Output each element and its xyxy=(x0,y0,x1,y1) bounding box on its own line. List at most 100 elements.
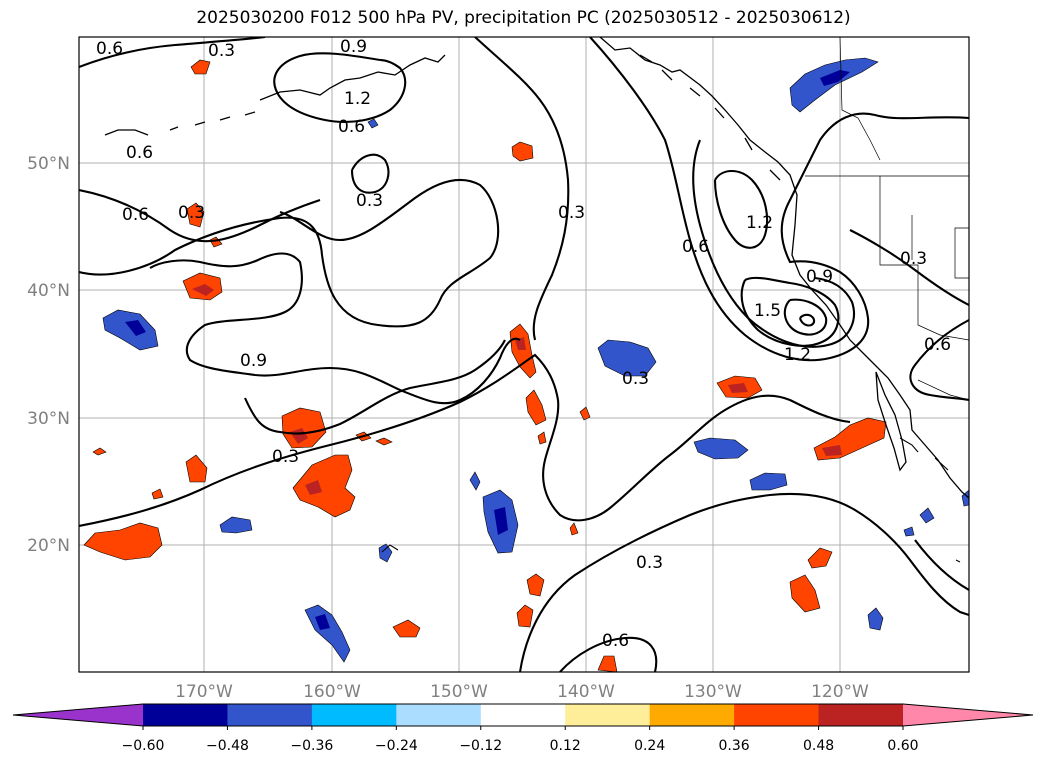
precip-area xyxy=(820,70,850,86)
precip-area xyxy=(511,141,534,162)
colorbar-segment xyxy=(818,704,904,726)
colorbar-extend-high xyxy=(903,704,1033,726)
precip-area xyxy=(185,454,208,483)
coastlines xyxy=(104,37,969,499)
precip-area xyxy=(305,480,322,495)
lon-label: 130°W xyxy=(684,682,742,702)
coastline-baja xyxy=(875,371,907,472)
contour-label: 0.9 xyxy=(240,351,267,371)
contour-label: 0.3 xyxy=(272,447,299,467)
lat-label: 20°N xyxy=(27,536,70,556)
pv-contour xyxy=(798,313,816,327)
pv-contour xyxy=(713,169,769,249)
precip-area xyxy=(749,472,788,491)
contour-label: 0.3 xyxy=(900,249,927,269)
lat-label: 40°N xyxy=(27,281,70,301)
pv-contour xyxy=(914,539,969,591)
contour-label: 1.2 xyxy=(344,89,371,109)
contour-label: 0.9 xyxy=(806,267,833,287)
precip-area xyxy=(190,59,211,75)
precip-area xyxy=(919,507,935,524)
coastline-islands xyxy=(639,54,781,181)
pv-contour xyxy=(273,52,407,123)
precip-area xyxy=(375,437,393,446)
colorbar-segment xyxy=(734,704,820,726)
precip-area xyxy=(281,407,327,449)
precip-area xyxy=(515,337,526,350)
contour-label: 0.6 xyxy=(122,205,149,225)
gridlines xyxy=(79,37,969,672)
contour-label: 0.6 xyxy=(602,631,629,651)
contour-label: 0.3 xyxy=(356,191,383,211)
colorbar-segment xyxy=(227,704,313,726)
precip-area xyxy=(789,57,879,113)
pv-contour xyxy=(783,298,828,336)
precip-area xyxy=(903,526,915,537)
precip-area xyxy=(569,522,579,536)
contour-label: 0.3 xyxy=(622,369,649,389)
colorbar-tick-label: 0.36 xyxy=(719,738,750,754)
precip-area xyxy=(597,339,657,377)
colorbar-segment xyxy=(311,704,397,726)
pv-contour xyxy=(350,153,390,194)
precip-area xyxy=(597,655,618,672)
precip-area xyxy=(378,543,393,563)
contour-label: 0.6 xyxy=(338,117,365,137)
precip-area xyxy=(509,323,537,379)
precip-area xyxy=(392,619,421,638)
colorbar-segment xyxy=(480,704,566,726)
contour-label: 0.6 xyxy=(126,143,153,163)
colorbar-extend-low xyxy=(13,704,143,726)
contour-label: 0.3 xyxy=(636,553,663,573)
precip-area xyxy=(525,389,547,426)
precip-area xyxy=(292,454,356,518)
precip-area xyxy=(367,118,379,129)
colorbar-segment xyxy=(565,704,651,726)
pv-contour xyxy=(79,188,321,243)
colorbar-tick-label: 0.48 xyxy=(803,738,834,754)
precip-area xyxy=(186,202,205,228)
colorbar-segment xyxy=(396,704,482,726)
precip-area xyxy=(961,489,969,507)
pv-contour xyxy=(79,178,500,328)
precip-area xyxy=(822,445,842,456)
pv-contour xyxy=(79,37,266,68)
precip-area xyxy=(209,236,223,248)
political-borders xyxy=(805,37,969,401)
contour-label: 0.3 xyxy=(558,203,585,223)
coastline-fragments xyxy=(381,437,961,563)
lon-label: 170°W xyxy=(175,682,233,702)
coastline-alaska-sw xyxy=(259,54,446,101)
pv-contour xyxy=(849,229,969,306)
pv-contour xyxy=(589,37,969,362)
colorbar-segment xyxy=(143,704,228,726)
precip-area xyxy=(219,516,253,534)
precip-area xyxy=(83,522,163,561)
precip-area xyxy=(469,471,481,491)
colorbar-tick-label: −0.60 xyxy=(122,738,165,754)
precip-area xyxy=(537,431,547,445)
colorbar-tick-label: 0.12 xyxy=(550,738,581,754)
contour-label: 0.9 xyxy=(340,37,367,57)
contour-label: 1.2 xyxy=(784,345,811,365)
precip-area xyxy=(125,320,146,336)
precip-negative-areas xyxy=(102,57,969,663)
contour-label: 0.3 xyxy=(178,203,205,223)
contour-label: 1.2 xyxy=(746,213,773,233)
precip-area xyxy=(579,406,591,421)
colorbar-tick-label: −0.12 xyxy=(459,738,502,754)
pv-contour xyxy=(244,339,506,435)
precip-area xyxy=(151,488,164,500)
precip-positive-areas xyxy=(83,59,887,672)
colorbar-tick-label: −0.24 xyxy=(375,738,418,754)
contour-label: 1.5 xyxy=(754,301,781,321)
lat-label: 30°N xyxy=(27,409,70,429)
lat-label: 50°N xyxy=(27,154,70,174)
colorbar: −0.60 −0.48 −0.36 −0.24 −0.12 0.12 0.24 0.36 0.4… xyxy=(12,703,1034,754)
pv-contour xyxy=(518,492,969,672)
pv-contour xyxy=(559,636,658,672)
pv-contour xyxy=(740,276,840,347)
precip-area xyxy=(789,574,821,613)
colorbar-tick-label: 0.60 xyxy=(887,738,918,754)
